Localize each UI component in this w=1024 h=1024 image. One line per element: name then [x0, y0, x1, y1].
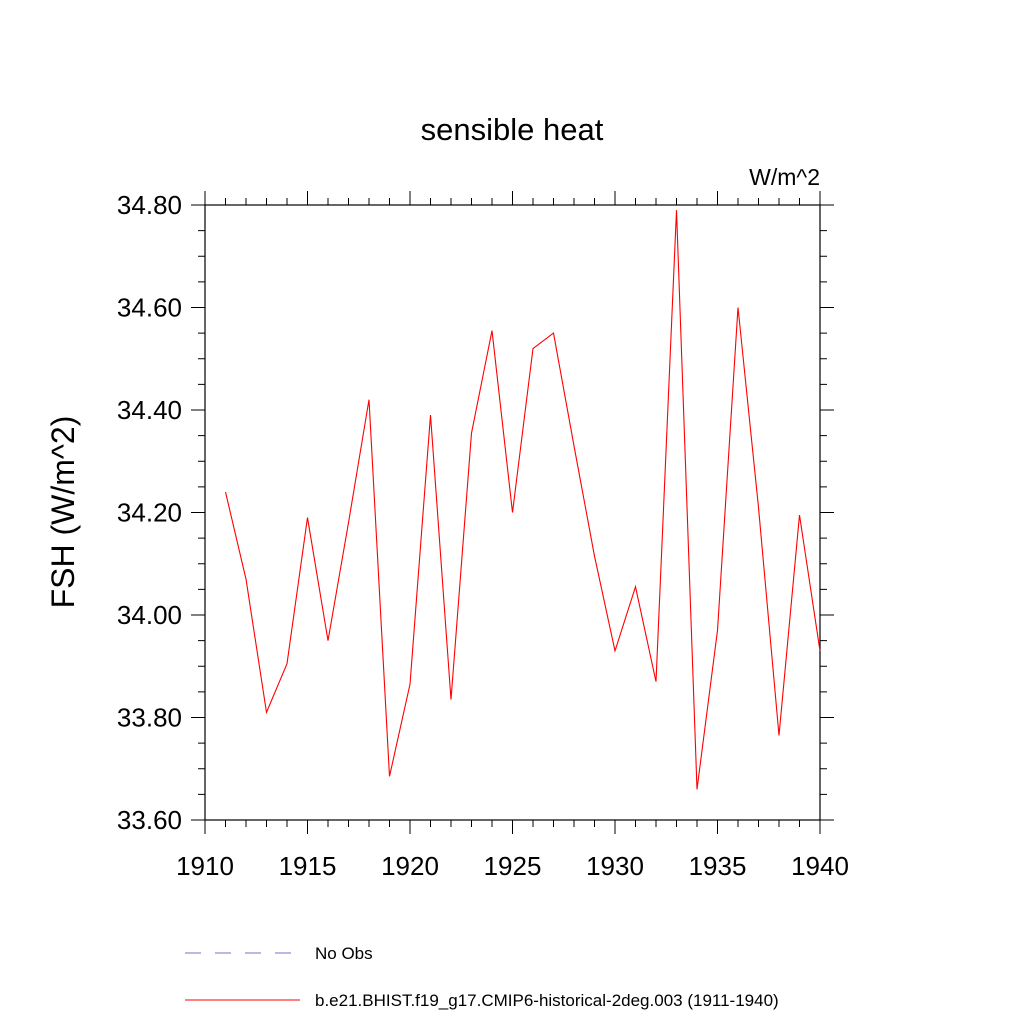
- y-tick-label: 34.00: [117, 600, 182, 630]
- x-tick-label: 1940: [791, 851, 849, 881]
- x-tick-label: 1925: [484, 851, 542, 881]
- y-tick-label: 33.60: [117, 805, 182, 835]
- series-layer: [224, 210, 821, 790]
- series-line: [224, 210, 821, 790]
- x-tick-label: 1910: [176, 851, 234, 881]
- legend: No Obs b.e21.BHIST.f19_g17.CMIP6-histori…: [185, 944, 779, 1010]
- axis-tick-labels: 1910 1915 1920 1925 1930 1935 1940 33.60 33.80 34…: [117, 190, 849, 881]
- axis-ticks: [191, 191, 834, 834]
- units-label: W/m^2: [749, 164, 820, 190]
- legend-label-no-obs: No Obs: [315, 944, 373, 963]
- y-tick-label: 33.80: [117, 703, 182, 733]
- y-tick-label: 34.40: [117, 395, 182, 425]
- y-tick-label: 34.20: [117, 498, 182, 528]
- x-tick-label: 1930: [586, 851, 644, 881]
- legend-label-model-run: b.e21.BHIST.f19_g17.CMIP6-historical-2de…: [315, 991, 779, 1010]
- y-tick-label: 34.80: [117, 190, 182, 220]
- y-axis-label: FSH (W/m^2): [45, 416, 81, 609]
- chart-title: sensible heat: [421, 112, 604, 147]
- x-tick-label: 1915: [279, 851, 337, 881]
- x-tick-label: 1935: [689, 851, 747, 881]
- y-tick-label: 34.60: [117, 293, 182, 323]
- x-tick-label: 1920: [381, 851, 439, 881]
